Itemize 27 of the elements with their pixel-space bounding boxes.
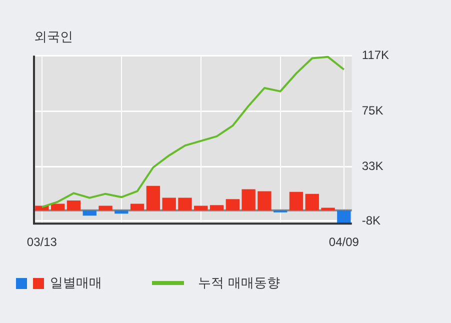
bar [289,192,304,210]
bar [146,186,160,210]
bar [226,199,240,210]
bar [66,200,81,210]
y-tick-label: 117K [362,48,390,62]
y-tick-label: -8K [362,213,381,228]
bar [305,194,319,210]
bar [258,191,272,210]
y-tick-label: 75K [362,103,384,118]
bar [162,198,176,210]
bar [82,210,96,216]
x-tick-label: 03/13 [26,235,58,250]
bar [337,210,351,223]
chart-title: 외국인 [34,30,73,46]
bar [114,210,128,214]
bar [321,208,335,210]
x-tick-label: 04/09 [328,235,360,250]
bar [194,206,208,210]
bar [98,206,112,210]
bar [210,205,224,210]
legend-label: 일별매매 [50,275,102,292]
bar [130,204,144,210]
y-tick-label: 33K [362,159,384,174]
bar [242,189,256,210]
legend-label: 누적 매매동향 [198,275,280,292]
bar [178,198,192,210]
bar [51,204,65,210]
